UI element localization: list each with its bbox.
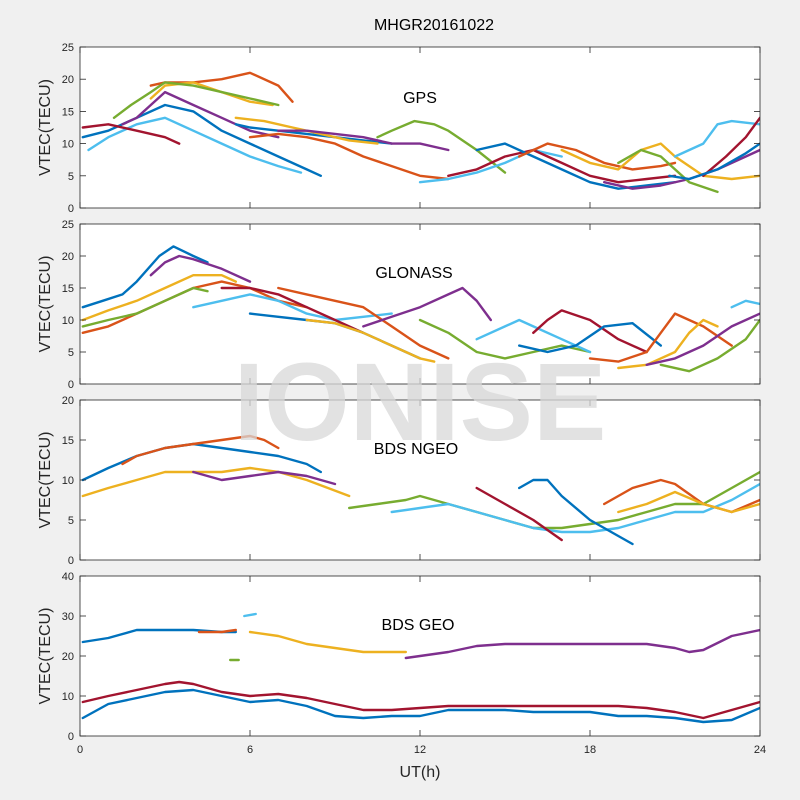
series-line-1 xyxy=(197,628,238,634)
series-group xyxy=(81,245,760,373)
series-line-18 xyxy=(659,318,760,373)
panel-label: BDS GEO xyxy=(382,617,455,634)
series-line-9 xyxy=(305,318,436,363)
plot-area xyxy=(80,400,760,560)
series-line-17 xyxy=(645,312,760,366)
y-axis-label: VTEC(TECU) xyxy=(37,608,54,705)
y-tick-label: 10 xyxy=(62,691,74,703)
series-group xyxy=(81,612,760,724)
series-line-16 xyxy=(560,142,760,181)
y-tick-label: 0 xyxy=(68,203,74,215)
series-line-7 xyxy=(81,688,760,724)
y-tick-label: 25 xyxy=(62,42,74,54)
y-tick-label: 5 xyxy=(68,171,74,183)
series-line-10 xyxy=(362,286,492,328)
series-line-20 xyxy=(702,116,760,178)
series-line-5 xyxy=(87,116,303,174)
y-tick-label: 0 xyxy=(68,379,74,391)
y-tick-label: 0 xyxy=(68,731,74,743)
series-line-5 xyxy=(243,612,257,618)
series-line-3 xyxy=(121,90,280,139)
y-tick-label: 20 xyxy=(62,251,74,263)
y-tick-label: 25 xyxy=(62,219,74,231)
y-tick-label: 15 xyxy=(62,283,74,295)
panels: 0 5 10 15 20 25 VTEC(TECU) GPS 0 5 10 15 20 25 VTEC(TE… xyxy=(37,42,766,756)
y-tick-label: 20 xyxy=(62,74,74,86)
x-tick-label: 24 xyxy=(754,744,766,756)
series-line-15 xyxy=(588,312,733,363)
y-tick-label: 10 xyxy=(62,139,74,151)
y-tick-label: 15 xyxy=(62,435,74,447)
series-line-21 xyxy=(668,142,760,181)
series-line-7 xyxy=(518,478,634,546)
series-line-19 xyxy=(673,119,760,158)
series-line-10 xyxy=(277,129,450,152)
series-line-0 xyxy=(81,245,209,309)
series-line-4 xyxy=(112,81,280,120)
panel-label: GLONASS xyxy=(375,265,452,282)
series-line-6 xyxy=(475,486,563,542)
panel-label: GPS xyxy=(403,90,437,107)
series-line-3 xyxy=(404,628,760,660)
y-axis-label: VTEC(TECU) xyxy=(37,79,54,176)
watermark-text: IONISE xyxy=(234,341,607,464)
series-line-8 xyxy=(248,132,450,181)
series-line-2 xyxy=(248,630,407,654)
series-line-5 xyxy=(390,482,760,534)
y-tick-label: 15 xyxy=(62,106,74,118)
series-group xyxy=(81,434,760,546)
series-line-4 xyxy=(348,470,760,530)
series-line-15 xyxy=(518,142,677,171)
series-line-12 xyxy=(475,318,592,354)
x-tick-label: 6 xyxy=(247,744,253,756)
series-line-19 xyxy=(730,299,760,309)
panel-2: 0 5 10 15 20 VTEC(TECU) BDS NGEO xyxy=(37,395,761,567)
series-line-2 xyxy=(81,466,351,498)
y-tick-label: 10 xyxy=(62,475,74,487)
x-tick-label: 18 xyxy=(584,744,596,756)
x-axis-label: UT(h) xyxy=(400,764,441,781)
series-group xyxy=(81,71,760,194)
y-tick-label: 20 xyxy=(62,395,74,407)
x-tick-label: 0 xyxy=(77,744,83,756)
y-tick-label: 30 xyxy=(62,611,74,623)
figure-title: MHGR20161022 xyxy=(374,17,494,34)
series-line-0 xyxy=(81,442,322,482)
y-tick-label: 40 xyxy=(62,571,74,583)
y-tick-label: 10 xyxy=(62,315,74,327)
x-tick-label: 12 xyxy=(414,744,426,756)
series-line-6 xyxy=(81,123,181,145)
series-line-6 xyxy=(220,286,365,334)
series-line-16 xyxy=(617,318,719,370)
series-line-2 xyxy=(149,81,274,107)
series-line-1 xyxy=(121,434,280,466)
series-line-8 xyxy=(277,286,450,360)
series-line-5 xyxy=(192,293,393,322)
series-line-3 xyxy=(192,470,337,486)
series-line-18 xyxy=(617,148,719,194)
series-line-9 xyxy=(617,490,760,514)
series-line-14 xyxy=(518,322,662,354)
y-tick-label: 0 xyxy=(68,555,74,567)
y-tick-label: 5 xyxy=(68,515,74,527)
series-line-3 xyxy=(149,254,252,283)
panel-1: 0 5 10 15 20 25 VTEC(TECU) GLONASS xyxy=(37,219,761,391)
series-line-11 xyxy=(418,318,592,360)
series-line-6 xyxy=(81,680,760,720)
series-line-7 xyxy=(234,123,393,145)
series-line-14 xyxy=(475,142,677,190)
panel-label: BDS NGEO xyxy=(374,441,458,458)
y-tick-label: 20 xyxy=(62,651,74,663)
y-axis-label: VTEC(TECU) xyxy=(37,432,54,529)
series-line-13 xyxy=(532,309,648,354)
series-line-13 xyxy=(447,148,677,184)
panel-3: 0 6 12 18 24 0 10 20 30 40 VTEC(TECU) BDS GEO xyxy=(37,571,766,756)
series-line-2 xyxy=(81,274,238,322)
y-axis-label: VTEC(TECU) xyxy=(37,256,54,353)
y-tick-label: 5 xyxy=(68,347,74,359)
panel-0: 0 5 10 15 20 25 VTEC(TECU) GPS xyxy=(37,42,761,215)
series-line-4 xyxy=(81,286,209,328)
